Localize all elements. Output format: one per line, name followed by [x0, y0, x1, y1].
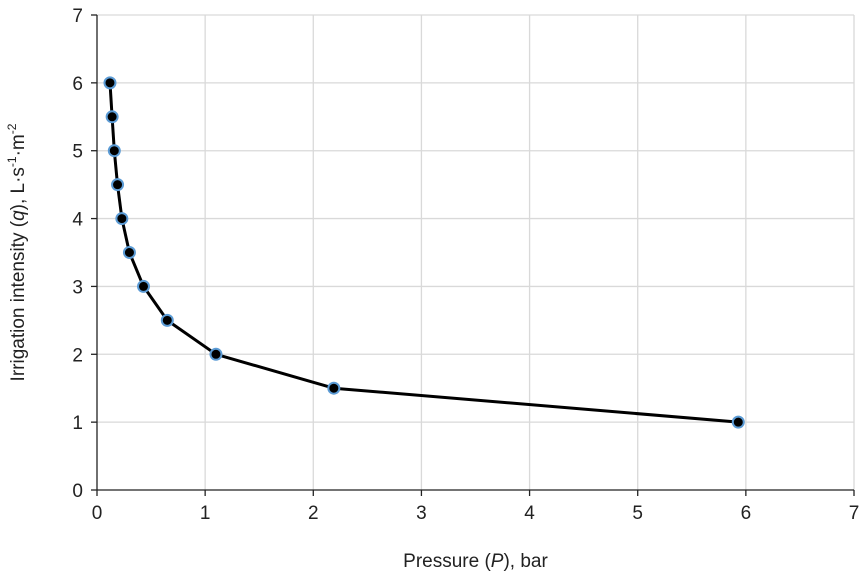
data-point: [103, 76, 117, 90]
x-tick-label: 2: [308, 503, 319, 524]
series: [103, 76, 745, 429]
data-point: [111, 178, 125, 192]
data-point: [160, 313, 174, 327]
data-point: [209, 347, 223, 361]
x-tick-label: 3: [416, 503, 427, 524]
x-tick-label: 1: [200, 503, 211, 524]
data-point: [327, 381, 341, 395]
axes: [96, 15, 854, 491]
grid: [97, 14, 855, 490]
y-tick-label: 4: [72, 210, 83, 231]
y-tick-label: 5: [72, 142, 83, 163]
x-axis-title: Pressure (P), bar: [403, 551, 548, 572]
data-point: [137, 279, 151, 293]
y-axis-title: Irrigation intensity (q), L·s-1·m-2: [5, 123, 29, 381]
data-point: [115, 212, 129, 226]
x-tick-label: 4: [524, 503, 535, 524]
ticks: 0 1 2 3 4 5 6 7 0 1 2 3 4 5 6 7: [72, 6, 859, 524]
y-tick-label: 3: [72, 277, 83, 298]
y-tick-label: 6: [72, 74, 83, 95]
x-tick-label: 5: [632, 503, 643, 524]
y-tick-label: 0: [72, 481, 83, 502]
data-point: [107, 144, 121, 158]
y-tick-label: 1: [72, 413, 83, 434]
y-tick-label: 2: [72, 345, 83, 366]
data-point: [122, 246, 136, 259]
series-line: [108, 82, 739, 424]
x-tick-label: 0: [92, 503, 103, 524]
x-tick-label: 7: [849, 503, 860, 524]
y-tick-label: 7: [72, 6, 83, 27]
data-point: [731, 415, 745, 429]
data-point: [105, 110, 119, 124]
x-tick-label: 6: [741, 503, 752, 524]
